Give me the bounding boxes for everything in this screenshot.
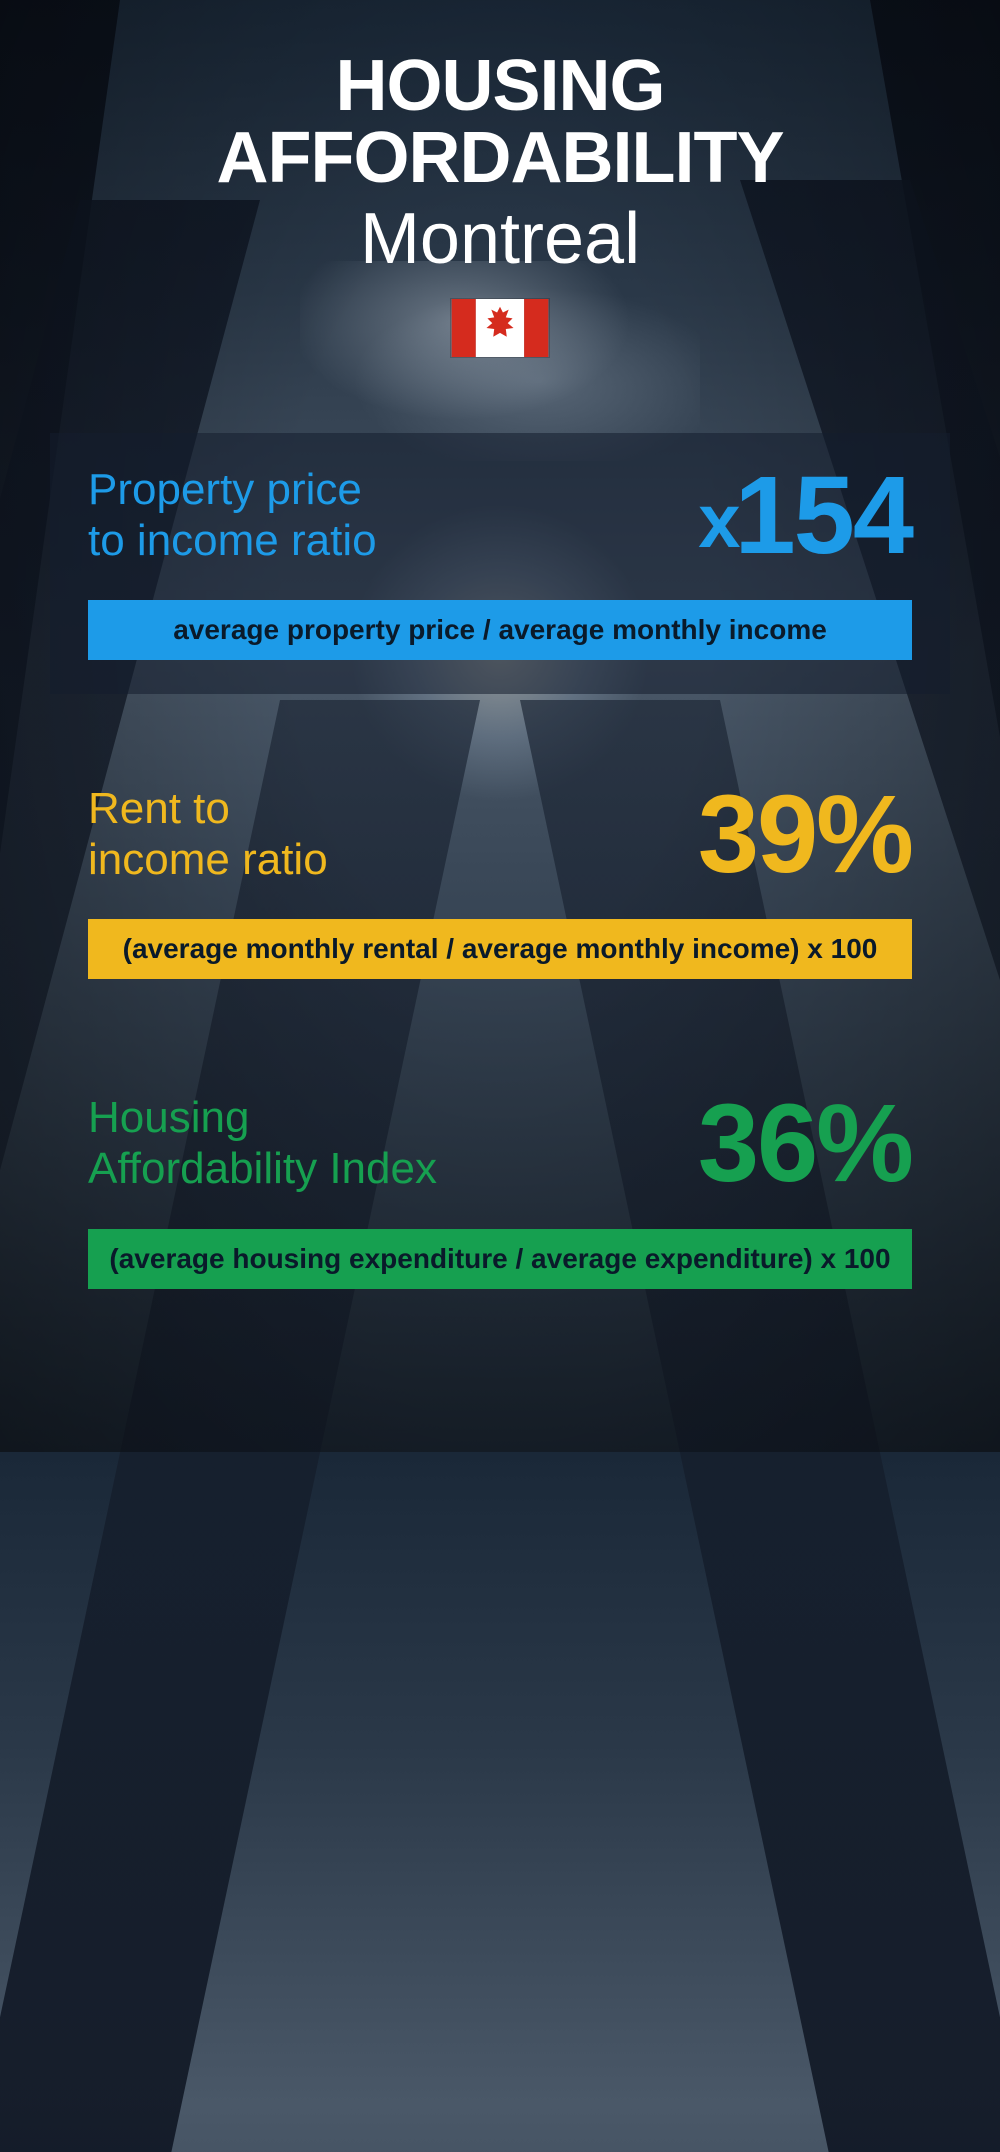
metric-label: HousingAffordability Index — [88, 1093, 437, 1194]
formula-bar: (average housing expenditure / average e… — [88, 1229, 912, 1289]
infographic-content: HOUSING AFFORDABILITY Montreal Property … — [0, 0, 1000, 1452]
metric-rent-ratio: Rent toincome ratio 39% (average monthly… — [50, 764, 950, 1013]
metric-value: 36% — [698, 1094, 912, 1193]
formula-bar: average property price / average monthly… — [88, 600, 912, 660]
header: HOUSING AFFORDABILITY Montreal — [50, 50, 950, 363]
metric-property-price-ratio: Property priceto income ratio x154 avera… — [50, 433, 950, 694]
metric-label: Rent toincome ratio — [88, 784, 328, 885]
city-subtitle: Montreal — [50, 198, 950, 280]
metric-value: 39% — [698, 785, 912, 884]
metric-label: Property priceto income ratio — [88, 465, 377, 566]
formula-bar: (average monthly rental / average monthl… — [88, 919, 912, 979]
main-title: HOUSING AFFORDABILITY — [50, 50, 950, 194]
metric-affordability-index: HousingAffordability Index 36% (average … — [50, 1073, 950, 1322]
canada-flag-icon — [450, 298, 550, 358]
metric-value: x154 — [698, 466, 912, 565]
